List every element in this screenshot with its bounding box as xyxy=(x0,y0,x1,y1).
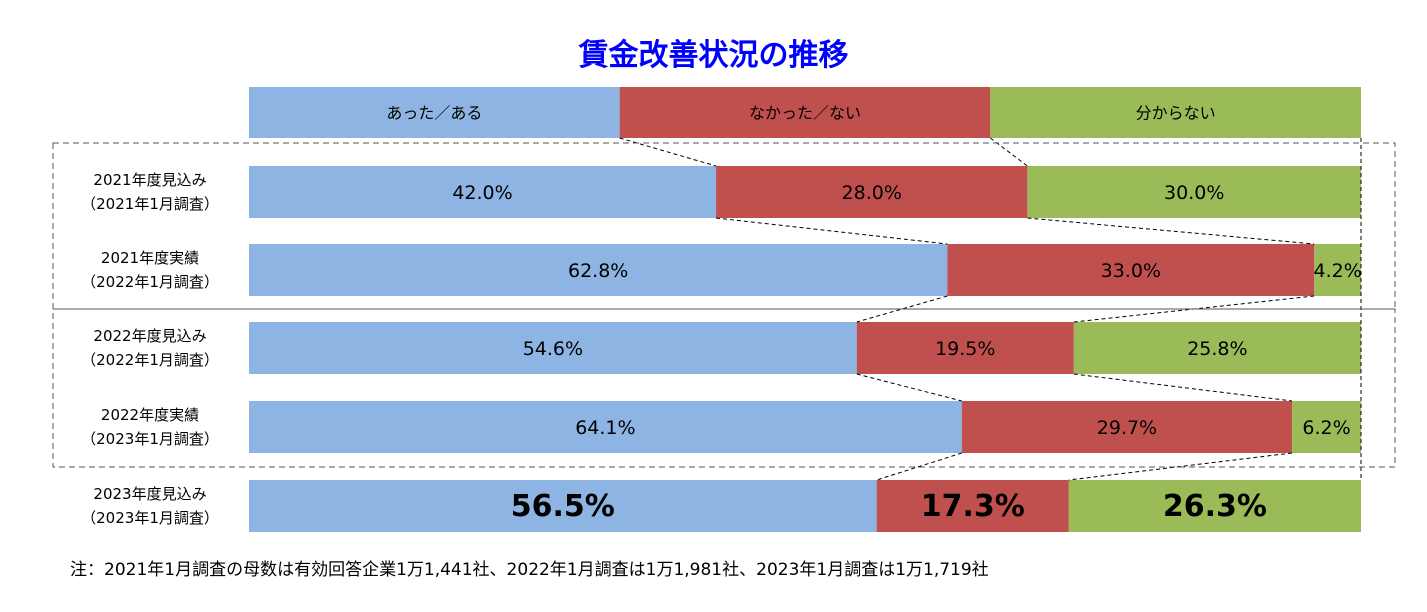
data-label: 4.2% xyxy=(1314,260,1362,282)
data-label: 30.0% xyxy=(1164,182,1224,204)
row-label-line2: （2022年1月調査） xyxy=(81,273,219,291)
bar-segment xyxy=(249,480,877,532)
connector-line xyxy=(856,373,962,402)
bar-segment xyxy=(947,244,1315,296)
bar-segment xyxy=(249,166,717,218)
row-label-line1: 2023年度見込み xyxy=(93,485,207,503)
bar-segment xyxy=(856,322,1074,374)
bar-segment xyxy=(249,401,962,453)
legend-label: 分からない xyxy=(1136,104,1216,123)
bar-segment xyxy=(1292,401,1361,453)
connector-line xyxy=(715,217,948,245)
data-label: 56.5% xyxy=(511,489,615,524)
bar-segment xyxy=(1068,480,1361,532)
legend-label: なかった／ない xyxy=(749,104,861,123)
row-label-line2: （2021年1月調査） xyxy=(81,195,219,213)
row-label: 2022年度実績 （2023年1月調査） xyxy=(60,403,240,451)
bar-segment xyxy=(1027,166,1361,218)
data-label: 26.3% xyxy=(1163,489,1267,524)
legend-swatch xyxy=(990,87,1361,138)
row-label: 2021年度実績 （2022年1月調査） xyxy=(60,246,240,294)
connector-line xyxy=(1027,217,1315,245)
legend-label: あった／ある xyxy=(386,104,482,123)
data-label: 28.0% xyxy=(842,182,902,204)
data-label: 33.0% xyxy=(1101,260,1161,282)
bar-segment xyxy=(1314,244,1361,296)
data-label: 42.0% xyxy=(452,182,512,204)
row-label-line2: （2022年1月調査） xyxy=(81,351,219,369)
connector-line xyxy=(619,137,717,167)
row-label-line2: （2023年1月調査） xyxy=(81,509,219,527)
row-label: 2021年度見込み （2021年1月調査） xyxy=(60,168,240,216)
data-label: 25.8% xyxy=(1187,338,1247,360)
row-label-line2: （2023年1月調査） xyxy=(81,430,219,448)
data-label: 64.1% xyxy=(575,417,635,439)
bar-segment xyxy=(876,480,1069,532)
footnote: 注：2021年1月調査の母数は有効回答企業1万1,441社、2022年1月調査は… xyxy=(70,560,989,580)
legend-swatch xyxy=(249,87,620,138)
row-label-line1: 2022年度見込み xyxy=(93,327,207,345)
chart-title: 賃金改善状況の推移 xyxy=(578,38,849,73)
group-box-2022 xyxy=(52,308,1396,468)
row-label-line1: 2022年度実績 xyxy=(100,406,200,424)
data-label: 19.5% xyxy=(935,338,995,360)
row-label: 2023年度見込み （2023年1月調査） xyxy=(60,482,240,530)
row-label: 2022年度見込み （2022年1月調査） xyxy=(60,324,240,372)
data-label: 29.7% xyxy=(1097,417,1157,439)
row-label-line1: 2021年度見込み xyxy=(93,171,207,189)
bar-segment xyxy=(249,244,948,296)
connector-line xyxy=(856,295,948,323)
data-label: 54.6% xyxy=(523,338,583,360)
group-box-2021 xyxy=(52,142,1396,310)
bar-segment xyxy=(1073,322,1361,374)
data-label: 6.2% xyxy=(1302,417,1350,439)
data-label: 62.8% xyxy=(568,260,628,282)
connector-line xyxy=(990,137,1028,167)
data-label: 17.3% xyxy=(921,489,1025,524)
bar-segment xyxy=(716,166,1028,218)
bar-segment xyxy=(249,322,857,374)
row-label-line1: 2021年度実績 xyxy=(100,249,200,267)
legend-swatch xyxy=(619,87,991,138)
connector-line xyxy=(1073,373,1293,402)
bar-segment xyxy=(961,401,1293,453)
